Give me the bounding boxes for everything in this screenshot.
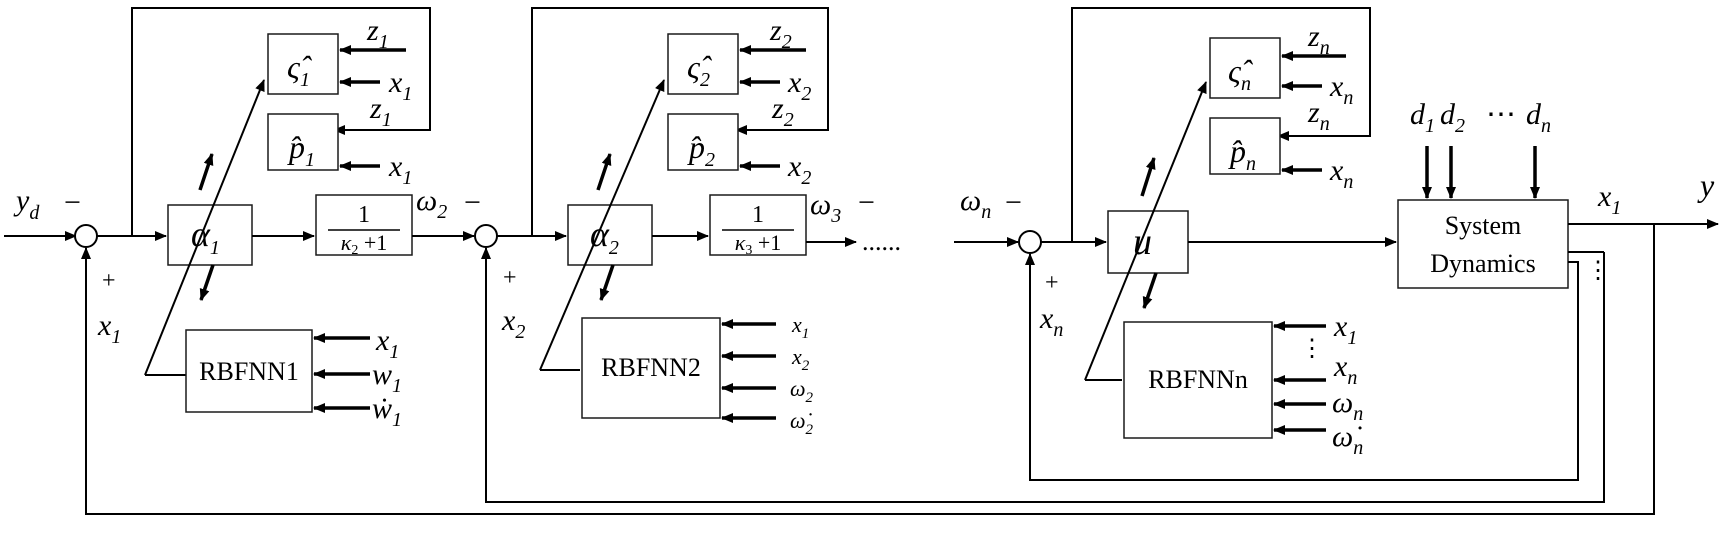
filter-1-denominator: κ2 +1 (341, 230, 387, 258)
rbfnn1-x1-label: x1 (375, 324, 399, 363)
rbfnn2-block (581, 317, 721, 419)
omega3-minus: − (858, 186, 875, 219)
sum1-minus: − (64, 186, 81, 219)
zeta2-z-label: z2 (769, 14, 792, 53)
p-hat-1-label: p̂1 (287, 129, 315, 171)
omega2-label: ω2 (416, 184, 447, 223)
system-side-dots: ⋮ (1586, 258, 1610, 284)
system-dynamics-block (1397, 199, 1569, 289)
filter-2-block (709, 194, 807, 256)
pn-x-label: xn (1329, 154, 1353, 193)
disturbance-dn-label: dn (1526, 98, 1551, 137)
rbfnn2-x1-label: x1 (791, 312, 809, 342)
output-x1-label: x1 (1597, 180, 1621, 219)
sumn-plus: + (1045, 270, 1059, 296)
sumn-feedback-label: xn (1039, 302, 1063, 341)
sum2-minus: − (464, 186, 481, 219)
feedback-x1-loop (85, 224, 1655, 515)
sum2-plus: + (503, 265, 517, 291)
zetan-x-label: xn (1329, 70, 1353, 109)
zeta-hat-2-block (667, 33, 739, 95)
u-adapt-down-arrow (1142, 272, 1158, 309)
feedback-xn-loop (1029, 255, 1579, 481)
summing-junction-n (1018, 230, 1042, 254)
sum1-feedback-label: x1 (97, 309, 121, 348)
alpha1-adapt-diagonal (144, 79, 265, 376)
omega-n-label: ωn (960, 184, 991, 223)
filter-1-numerator: 1 (358, 202, 370, 228)
rbfnn1-w1dot-label: ẇ1 (372, 392, 402, 431)
pn-z-label: zn (1307, 96, 1330, 135)
rbfnnn-xn-label: xn (1333, 350, 1357, 389)
rbfnnn-omegan-label: ωn (1332, 386, 1363, 425)
rbfnn1-label: RBFNN1 (199, 357, 299, 386)
alpha2-label: α2 (590, 214, 619, 259)
system-section: System Dynamics d1 d2 ⋯ dn x1 y ⋮ (81, 98, 1719, 515)
zetan-z-label: zn (1307, 20, 1330, 59)
reference-label: yd (13, 184, 40, 224)
zeta2-x-label: x2 (787, 66, 811, 105)
p-hat-n-label: p̂n (1228, 133, 1256, 175)
disturbance-d2-label: d2 (1440, 98, 1465, 137)
alpha2-adapt-diagonal (539, 79, 665, 371)
rbfnn2-omega2dot-label: ω̇2 (790, 408, 814, 438)
rbfnn1-block (185, 329, 313, 413)
p1-z-label: z1 (369, 92, 392, 131)
alpha1-adapt-down-arrow (199, 264, 215, 301)
alpha1-adapt-up-arrow (198, 153, 214, 191)
rbfnn1-w1-label: w1 (372, 358, 402, 397)
omega3-label: ω3 (810, 188, 841, 227)
disturbance-d1-label: d1 (1410, 98, 1435, 137)
rbfnn2-label: RBFNN2 (601, 353, 701, 382)
rbfnnn-vdots: ⋮ (1300, 336, 1324, 362)
filter-1-block (315, 194, 413, 256)
p-hat-1-block (267, 113, 339, 171)
zeta-hat-1-block (267, 33, 339, 95)
stage-2: + x2 α2 ς̂2 z2 x2 p̂2 z2 x2 1 κ3 +1 ω3 −… (474, 7, 901, 438)
rbfnn-n-label: RBFNNn (1148, 365, 1248, 394)
sum1-plus: + (102, 268, 116, 294)
p2-x-label: x2 (787, 150, 811, 189)
feedback-x2-loop (485, 249, 1605, 503)
alpha2-adapt-up-arrow (596, 153, 612, 191)
zeta1-x-label: x1 (388, 66, 412, 105)
disturbance-ellipsis: ⋯ (1486, 98, 1516, 131)
ellipsis-dots: ...... (862, 227, 901, 256)
p2-z-label: z2 (771, 92, 794, 131)
stage-1: yd − + x1 α1 ς̂1 z1 x1 p̂1 z1 x1 1 (4, 7, 481, 431)
u-block (1107, 210, 1189, 274)
rbfnn2-omega2-label: ω2 (790, 376, 814, 406)
p-hat-2-block (667, 113, 739, 171)
rbfnn2-x2-label: x2 (791, 344, 810, 374)
summing-junction-2 (474, 224, 498, 248)
summing-junction-1 (74, 224, 98, 248)
rbfnnn-x1-label: x1 (1333, 310, 1357, 349)
stage-n: ωn − + xn u ς̂n zn xn p̂n zn xn RBFNNn x… (954, 7, 1397, 459)
filter-2-numerator: 1 (752, 202, 764, 228)
alpha2-adapt-down-arrow (599, 264, 615, 301)
system-label-line1: System (1445, 211, 1522, 240)
zeta1-z-label: z1 (366, 14, 389, 53)
system-label-line2: Dynamics (1430, 249, 1535, 278)
rbfnnn-omegandot-label: ω̇n (1332, 420, 1363, 459)
filter-2-denominator: κ3 +1 (735, 230, 781, 258)
rbfnn-n-block (1123, 321, 1273, 439)
output-y-label: y (1697, 167, 1715, 203)
sum2-feedback-label: x2 (501, 304, 525, 343)
sumn-minus: − (1005, 186, 1022, 219)
u-adapt-diagonal (1084, 81, 1207, 381)
p-hat-2-label: p̂2 (687, 129, 715, 171)
p1-x-label: x1 (388, 150, 412, 189)
u-adapt-up-arrow (1140, 157, 1156, 197)
p-hat-n-block (1209, 117, 1281, 175)
zeta-hat-n-block (1209, 37, 1281, 99)
alpha2-block (567, 204, 653, 266)
